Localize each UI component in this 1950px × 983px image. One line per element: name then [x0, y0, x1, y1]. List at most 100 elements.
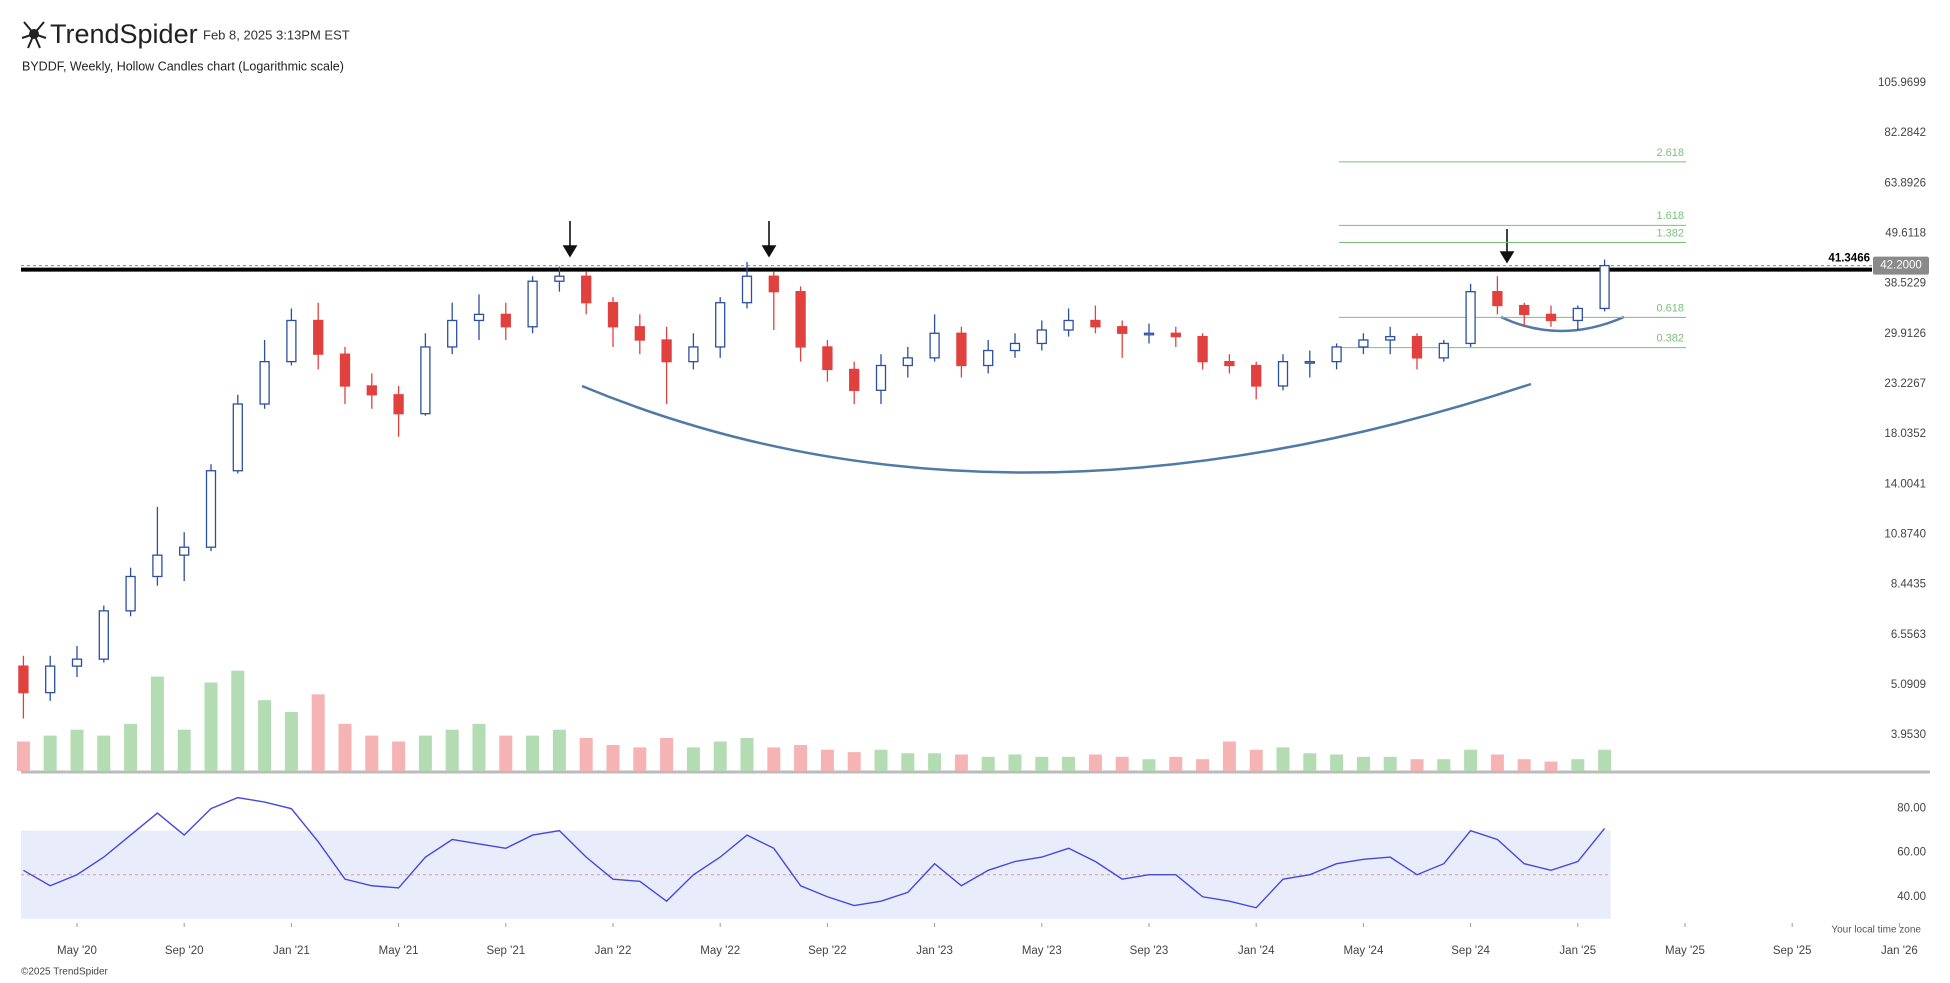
volume-bar	[552, 729, 566, 771]
volume-bar	[1544, 761, 1558, 771]
x-tick-label: Sep '21	[486, 945, 525, 957]
volume-bar	[794, 745, 808, 771]
x-tick-label: Sep '22	[808, 945, 847, 957]
candle-body	[1063, 319, 1074, 331]
volume-bar	[150, 676, 164, 771]
chart-title: BYDDF, Weekly, Hollow Candles chart (Log…	[22, 59, 344, 73]
volume-bar	[1276, 747, 1290, 771]
candle-body	[393, 394, 404, 415]
volume-bar	[124, 723, 138, 771]
candle-body	[768, 275, 779, 293]
x-tick-label: Sep '20	[165, 945, 204, 957]
x-tick-label: Jan '23	[916, 945, 953, 957]
volume-bar	[686, 747, 700, 771]
x-tick-label: Jan '25	[1559, 945, 1596, 957]
x-tick-label: Sep '23	[1130, 945, 1169, 957]
rsi-tick-label: 60.00	[1897, 847, 1926, 859]
volume-bar	[606, 745, 620, 771]
candle-body	[98, 610, 109, 660]
volume-bar	[284, 712, 298, 771]
candle-body	[983, 349, 994, 367]
candle-body	[1572, 307, 1583, 322]
x-tick-label: Sep '24	[1451, 945, 1490, 957]
candle-body	[339, 353, 351, 387]
volume-bar	[740, 737, 754, 771]
volume-bar	[392, 741, 406, 771]
volume-bar	[1115, 756, 1129, 771]
candle-body	[527, 280, 538, 328]
volume-bar	[1196, 759, 1210, 771]
volume-bar	[1356, 756, 1370, 771]
volume-bar	[258, 700, 272, 771]
volume-bar	[472, 723, 486, 771]
timestamp: Feb 8, 2025 3:13PM EST	[203, 27, 350, 42]
y-tick-label: 23.2267	[1884, 378, 1926, 390]
y-tick-label: 38.5229	[1884, 278, 1926, 290]
y-tick-label: 14.0041	[1884, 478, 1926, 490]
volume-bar	[767, 747, 781, 771]
candle-body	[447, 319, 458, 348]
footer: ©2025 TrendSpider	[21, 967, 109, 978]
volume-bar	[418, 735, 432, 771]
candle-body	[152, 554, 163, 578]
timezone-note: Your local time zone	[1831, 925, 1921, 936]
candle-body	[1224, 360, 1235, 367]
candle-body	[125, 575, 136, 612]
x-tick-label: Jan '22	[595, 945, 632, 957]
candle-body	[1251, 364, 1262, 387]
fib-label: 0.382	[1656, 333, 1684, 345]
rsi-tick-label: 40.00	[1897, 891, 1926, 903]
resistance-label: 41.3466	[1828, 253, 1870, 265]
volume-bar	[177, 729, 191, 771]
volume-bar	[1490, 754, 1504, 771]
x-tick-label: May '24	[1343, 945, 1384, 957]
x-tick-label: Jan '21	[273, 945, 310, 957]
volume-bar	[1142, 759, 1156, 771]
volume-bar	[338, 723, 352, 771]
candle-body	[581, 275, 592, 304]
y-tick-label: 5.0909	[1891, 679, 1926, 691]
candle-body	[313, 319, 324, 355]
volume-bar	[445, 729, 459, 771]
volume-bar	[928, 753, 942, 771]
candle-body	[1117, 326, 1128, 334]
candle-body	[179, 546, 190, 556]
rsi-tick-label: 80.00	[1897, 803, 1926, 815]
volume-bar	[1410, 759, 1424, 771]
candle-body	[661, 339, 672, 363]
candle-body	[822, 346, 833, 371]
candle-body	[1009, 342, 1021, 352]
volume-bar	[16, 741, 30, 771]
candle-body	[1170, 332, 1181, 338]
volume-bar	[97, 735, 111, 771]
volume-bar	[1383, 756, 1397, 771]
candle-body	[956, 332, 967, 367]
cup-arc	[581, 382, 1532, 474]
volume-bar	[981, 756, 995, 771]
candle-body	[929, 332, 940, 359]
volume-bar	[1062, 756, 1076, 771]
volume-bar	[311, 694, 325, 771]
volume-bar	[579, 737, 593, 771]
candle-body	[715, 302, 726, 348]
candle-body	[1358, 339, 1369, 348]
candle-body	[71, 658, 83, 667]
volume-bar	[633, 747, 647, 771]
y-tick-label: 18.0352	[1884, 428, 1926, 440]
volume-bar	[70, 729, 84, 771]
volume-bar	[901, 753, 915, 771]
candle-body	[1090, 319, 1101, 328]
volume-bar	[1330, 754, 1344, 771]
fib-label: 1.382	[1656, 227, 1684, 239]
volume-bar	[43, 735, 57, 771]
y-tick-label: 8.4435	[1891, 579, 1926, 591]
volume-bar	[820, 749, 834, 771]
brand: TrendSpider	[50, 19, 198, 49]
x-tick-label: Sep '25	[1773, 945, 1812, 957]
x-tick-label: May '22	[700, 945, 740, 957]
volume-bar	[1598, 749, 1612, 771]
candle-body	[795, 291, 806, 348]
candle-body	[1465, 291, 1476, 345]
y-tick-label: 63.8926	[1884, 177, 1926, 189]
